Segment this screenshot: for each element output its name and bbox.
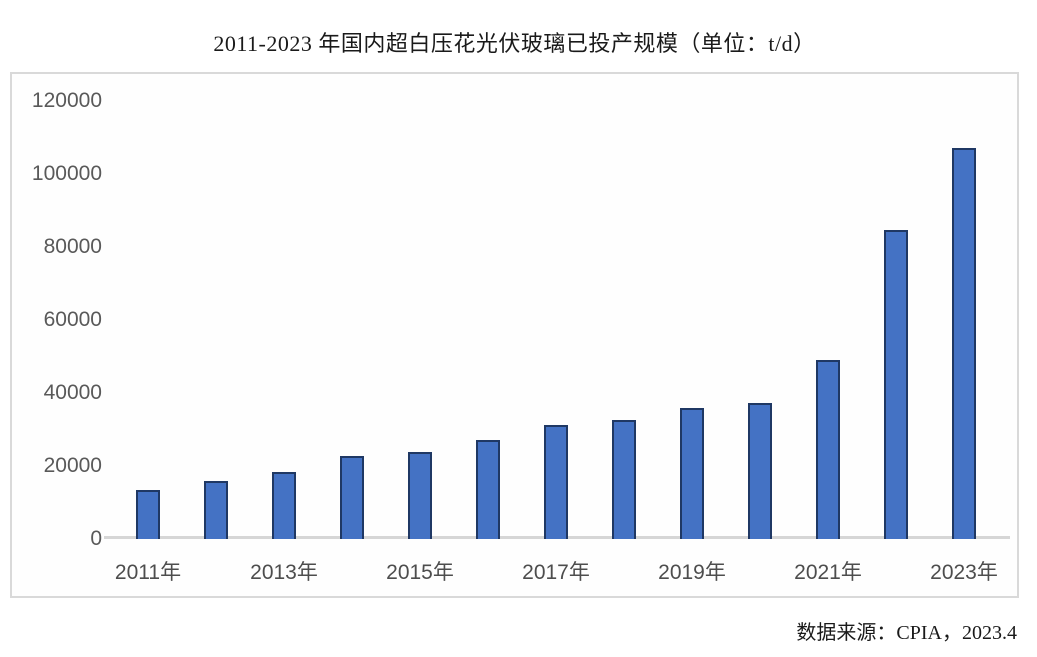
y-axis-tick-label: 20000 — [43, 454, 102, 477]
bar-2021 — [816, 360, 840, 539]
bar-2011 — [136, 490, 160, 539]
y-axis-tick-label: 60000 — [43, 308, 102, 331]
bar-2020 — [748, 403, 772, 539]
y-axis-tick-label: 80000 — [43, 235, 102, 258]
bar-2022 — [884, 230, 908, 539]
x-axis-tick-label: 2021年 — [794, 561, 862, 584]
bar-2012 — [204, 481, 228, 539]
bar-2015 — [408, 452, 432, 539]
x-axis-tick-label: 2013年 — [250, 561, 318, 584]
bar-2017 — [544, 425, 568, 539]
bar-2019 — [680, 408, 704, 539]
y-axis-tick-label: 0 — [90, 527, 102, 550]
bar-2018 — [612, 420, 636, 539]
plot-area: 0 20000 40000 60000 80000 100000 120000 2011年 2… — [10, 72, 1019, 598]
bar-2014 — [340, 456, 364, 539]
plot-inner: 0 20000 40000 60000 80000 100000 120000 2011年 2… — [12, 74, 1017, 596]
y-axis-tick-label: 120000 — [31, 89, 102, 112]
x-axis-tick-label: 2023年 — [930, 561, 998, 584]
y-axis-tick-label: 100000 — [31, 162, 102, 185]
y-axis-tick-label: 40000 — [43, 381, 102, 404]
bar-2013 — [272, 472, 296, 539]
bar-2016 — [476, 440, 500, 539]
x-axis-tick-label: 2015年 — [386, 561, 454, 584]
data-source-note: 数据来源：CPIA，2023.4 — [796, 622, 1017, 644]
chart-title: 2011-2023 年国内超白压花光伏玻璃已投产规模（单位：t/d） — [213, 31, 816, 56]
x-axis-tick-label: 2011年 — [114, 561, 182, 584]
x-axis-tick-label: 2017年 — [522, 561, 590, 584]
x-axis-tick-label: 2019年 — [658, 561, 726, 584]
bar-2023 — [952, 148, 976, 539]
